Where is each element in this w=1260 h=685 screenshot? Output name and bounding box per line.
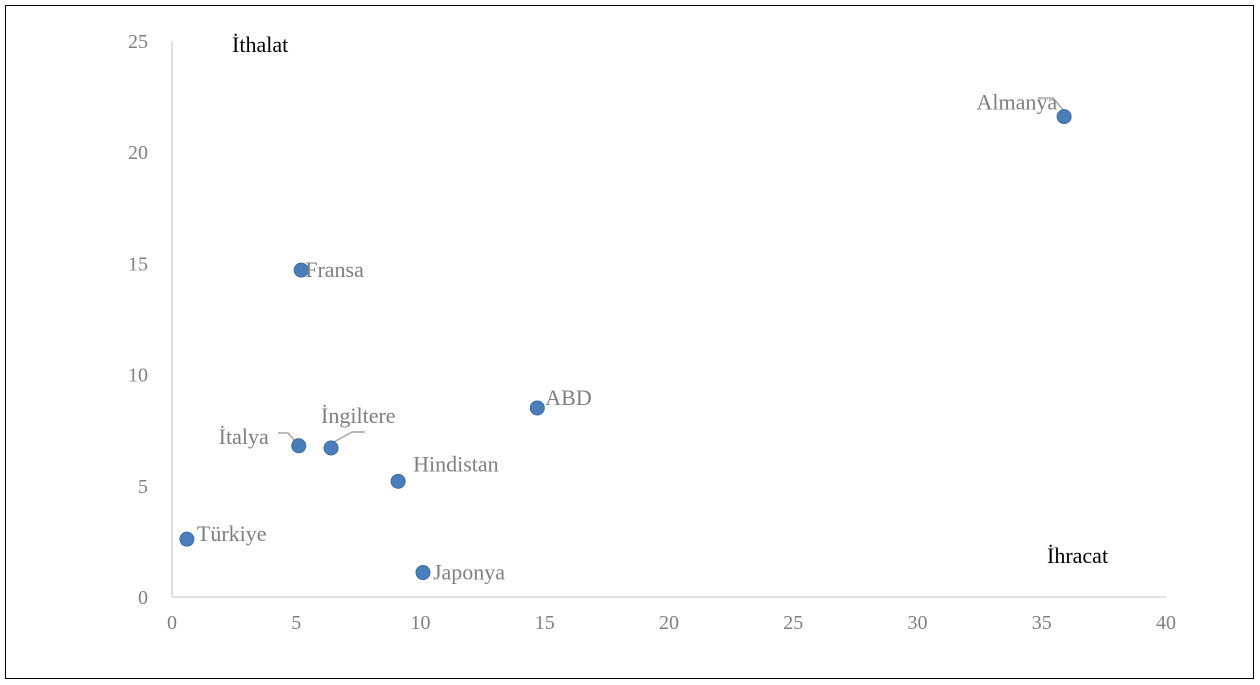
data-points [179, 109, 1072, 581]
data-label: Türkiye [197, 521, 267, 546]
x-tick-label: 20 [659, 612, 679, 634]
x-tick-label: 25 [783, 612, 803, 634]
data-point [529, 400, 545, 416]
y-tick-label: 20 [128, 142, 148, 164]
leader-line [278, 432, 296, 442]
x-tick-label: 10 [411, 612, 431, 634]
data-label: Fransa [305, 257, 364, 282]
data-label: İngiltere [321, 403, 396, 428]
data-point [323, 440, 339, 456]
data-label: Hindistan [413, 451, 499, 476]
data-point [293, 262, 309, 278]
y-tick-label: 15 [128, 253, 148, 275]
data-point [390, 473, 406, 489]
x-tick-label: 15 [535, 612, 555, 634]
x-tick-label: 30 [908, 612, 928, 634]
data-label: İtalya [219, 424, 269, 449]
data-label: Almanya [976, 90, 1057, 115]
x-tick-label: 5 [291, 612, 301, 634]
x-tick-labels: 0 5 10 15 20 25 30 35 40 [167, 612, 1176, 634]
x-axis-title: İhracat [1047, 543, 1108, 568]
leader-line [1038, 97, 1066, 113]
x-tick-label: 0 [167, 612, 177, 634]
leader-lines [278, 97, 1066, 444]
data-label: Japonya [433, 560, 505, 585]
y-tick-label: 0 [138, 587, 148, 609]
y-tick-label: 5 [138, 476, 148, 498]
x-tick-label: 35 [1032, 612, 1052, 634]
leader-line [331, 431, 365, 444]
y-axis-title: İthalat [232, 32, 288, 57]
x-tick-label: 40 [1156, 612, 1176, 634]
y-tick-label: 10 [128, 365, 148, 387]
data-labels: Almanya Fransa ABD İngiltere İtalya Hindistan… [197, 90, 1057, 585]
chart-frame [5, 5, 1254, 679]
data-point [291, 438, 307, 454]
y-tick-labels: 0 5 10 15 20 25 [128, 31, 148, 609]
data-point [415, 565, 431, 581]
data-point [1056, 109, 1072, 125]
data-label: ABD [545, 385, 591, 410]
data-point [179, 531, 195, 547]
y-tick-label: 25 [128, 31, 148, 53]
